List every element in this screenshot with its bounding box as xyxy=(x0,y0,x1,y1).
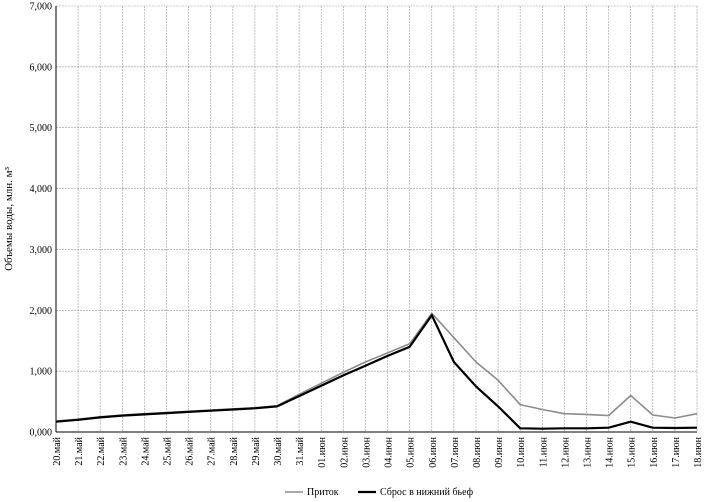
x-tick-label: 14.июн xyxy=(605,436,616,467)
y-axis-ticks: 0,000 1,000 2,000 3,000 4,000 5,000 6,000 7,000 xyxy=(30,2,53,439)
x-tick-label: 02.июн xyxy=(339,436,350,467)
legend-label: Сброс в нижний бьеф xyxy=(380,487,474,498)
y-axis-label: Объемы воды, млн. м³ xyxy=(3,166,15,271)
x-tick-label: 12.июн xyxy=(560,436,571,467)
x-tick-label: 13.июн xyxy=(582,436,593,467)
x-tick-label: 25.май xyxy=(163,436,174,465)
x-tick-label: 10.июн xyxy=(516,436,527,467)
x-tick-label: 22.май xyxy=(96,436,107,465)
x-tick-label: 08.июн xyxy=(472,436,483,467)
x-tick-label: 23.май xyxy=(118,436,129,465)
axes xyxy=(55,6,697,433)
x-tick-label: 09.июн xyxy=(494,436,505,467)
x-tick-label: 01.июн xyxy=(317,436,328,467)
x-tick-label: 06.июн xyxy=(428,436,439,467)
y-tick-label: 3,000 xyxy=(30,245,53,256)
series-lines xyxy=(55,312,698,430)
y-tick-label: 0,000 xyxy=(30,428,53,439)
x-tick-label: 27.май xyxy=(207,436,218,465)
y-tick-label: 7,000 xyxy=(30,2,53,13)
x-tick-label: 24.май xyxy=(140,436,151,465)
y-tick-label: 6,000 xyxy=(30,62,53,73)
x-tick-label: 07.июн xyxy=(450,436,461,467)
series-line-discharge xyxy=(55,314,698,430)
x-tick-label: 29.май xyxy=(251,436,262,465)
grid xyxy=(55,5,698,433)
x-tick-label: 28.май xyxy=(229,436,240,465)
x-tick-label: 15.июн xyxy=(627,436,638,467)
x-tick-label: 26.май xyxy=(185,436,196,465)
x-tick-label: 03.июн xyxy=(361,436,372,467)
y-tick-label: 1,000 xyxy=(30,367,53,378)
y-tick-label: 2,000 xyxy=(30,306,53,317)
y-tick-label: 4,000 xyxy=(30,184,53,195)
x-tick-label: 05.июн xyxy=(406,436,417,467)
x-tick-label: 21.май xyxy=(74,436,85,465)
x-tick-label: 04.июн xyxy=(384,436,395,467)
x-tick-label: 18.июн xyxy=(693,436,704,467)
legend: Приток Сброс в нижний бьеф xyxy=(285,487,474,498)
legend-label: Приток xyxy=(307,487,339,498)
x-tick-label: 30.май xyxy=(273,436,284,465)
x-axis-ticks: 20.май 21.май 22.май 23.май 24.май 25.май 26.м… xyxy=(52,436,704,467)
series-line-inflow xyxy=(55,312,698,422)
x-tick-label: 20.май xyxy=(52,436,63,465)
y-tick-label: 5,000 xyxy=(30,123,53,134)
x-tick-label: 17.июн xyxy=(671,436,682,467)
x-tick-label: 11.июн xyxy=(538,436,549,467)
x-tick-label: 31.май xyxy=(295,436,306,465)
x-tick-label: 16.июн xyxy=(649,436,660,467)
